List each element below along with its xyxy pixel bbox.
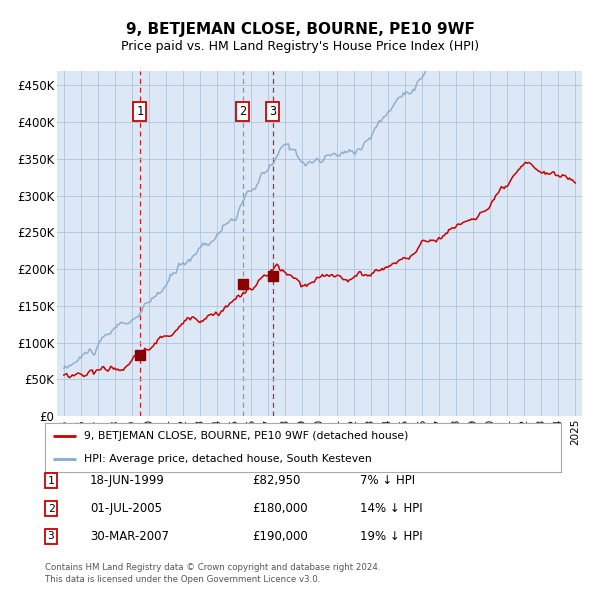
Text: 19% ↓ HPI: 19% ↓ HPI — [360, 530, 422, 543]
Text: This data is licensed under the Open Government Licence v3.0.: This data is licensed under the Open Gov… — [45, 575, 320, 584]
Text: 18-JUN-1999: 18-JUN-1999 — [90, 474, 165, 487]
Text: 3: 3 — [269, 104, 276, 117]
Text: £180,000: £180,000 — [252, 502, 308, 515]
Text: £82,950: £82,950 — [252, 474, 301, 487]
Text: 9, BETJEMAN CLOSE, BOURNE, PE10 9WF: 9, BETJEMAN CLOSE, BOURNE, PE10 9WF — [125, 22, 475, 37]
Text: 2: 2 — [47, 504, 55, 513]
Text: Price paid vs. HM Land Registry's House Price Index (HPI): Price paid vs. HM Land Registry's House … — [121, 40, 479, 53]
Text: 9, BETJEMAN CLOSE, BOURNE, PE10 9WF (detached house): 9, BETJEMAN CLOSE, BOURNE, PE10 9WF (det… — [83, 431, 408, 441]
Text: 7% ↓ HPI: 7% ↓ HPI — [360, 474, 415, 487]
Text: 14% ↓ HPI: 14% ↓ HPI — [360, 502, 422, 515]
Text: HPI: Average price, detached house, South Kesteven: HPI: Average price, detached house, Sout… — [83, 454, 371, 464]
Text: 1: 1 — [136, 104, 143, 117]
Text: 2: 2 — [239, 104, 247, 117]
Text: 3: 3 — [47, 532, 55, 541]
Text: 01-JUL-2005: 01-JUL-2005 — [90, 502, 162, 515]
Text: 1: 1 — [47, 476, 55, 486]
Text: 30-MAR-2007: 30-MAR-2007 — [90, 530, 169, 543]
Text: Contains HM Land Registry data © Crown copyright and database right 2024.: Contains HM Land Registry data © Crown c… — [45, 563, 380, 572]
Text: £190,000: £190,000 — [252, 530, 308, 543]
